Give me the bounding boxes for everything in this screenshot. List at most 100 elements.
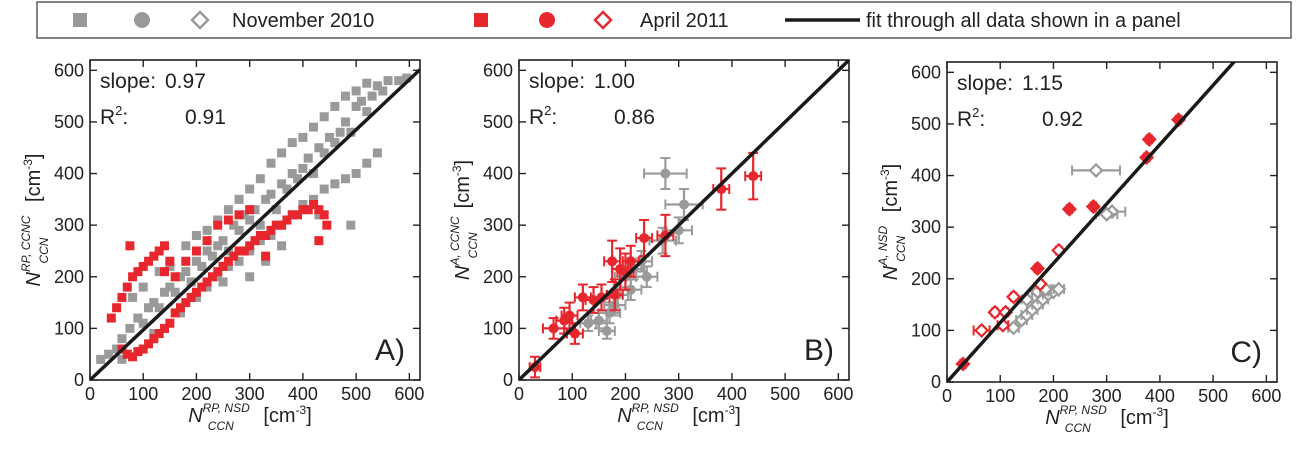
data-point [335,127,345,137]
data-point [309,169,319,179]
data-point [245,205,255,215]
data-point [271,220,281,230]
x-axis-title-unit: [cm [687,405,725,427]
data-point [218,261,228,271]
y-tick-label: 300 [483,215,513,235]
y-axis-title-unit: [cm [452,176,474,208]
y-tick-label: 400 [54,164,84,184]
data-point [202,277,212,287]
data-point [223,261,233,271]
x-axis-title-sup: RP, NSD [1060,403,1107,417]
r2-label: R2: [100,103,128,129]
data-point [974,322,990,338]
y-tick-label: 0 [503,370,513,390]
r2-label: R2: [529,103,557,129]
data-point [330,138,340,148]
data-point [340,174,350,184]
data-point [165,318,175,328]
slope-value: 1.00 [594,70,635,93]
data-point [149,298,159,308]
data-point [660,168,671,179]
data-point [128,292,138,302]
data-point [351,101,361,111]
x-axis-title-sub: CCN [637,419,663,433]
y-axis-title-unit: [cm [23,170,45,208]
x-axis-title-main: N [617,405,632,427]
data-point [149,329,159,339]
y-tick-label: 500 [483,112,513,132]
data-point [266,230,276,240]
data-point [309,122,319,132]
r2-value: 0.86 [614,106,655,129]
x-tick-label: 600 [823,384,853,404]
data-point [679,199,689,210]
legend-nov-square-marker [73,13,87,27]
y-tick-label: 300 [911,217,941,237]
data-point [207,251,217,261]
data-point [255,220,265,230]
data-point [181,267,191,277]
data-point [181,256,191,266]
data-point [356,96,366,106]
data-point [175,272,185,282]
data-point [325,132,335,142]
data-point [144,339,154,349]
x-axis-title-unit: [cm [1115,407,1153,429]
data-point [122,282,132,292]
data-point [261,194,271,204]
data-point [255,230,265,240]
x-tick-label: 400 [1145,386,1175,406]
y-tick-label: 400 [911,166,941,186]
data-point [314,205,324,215]
data-point [125,323,135,333]
data-point [229,251,239,261]
x-tick-label: 200 [181,384,211,404]
data-point [330,101,340,111]
r2-label-main: R [100,106,115,129]
data-point [609,289,620,300]
data-point [117,354,127,364]
y-axis-title-unit-exp: -3 [878,169,892,180]
data-point [234,210,244,220]
data-point [218,277,228,287]
data-point [202,236,212,246]
x-tick-label: 400 [717,384,747,404]
data-point [104,349,114,359]
y-tick-label: 500 [54,112,84,132]
data-layer [947,62,1236,382]
data-point [245,184,255,194]
y-tick-label: 0 [931,372,941,392]
data-point [250,205,260,215]
legend-fit-label: fit through all data shown in a panel [866,10,1181,32]
series-2 [106,200,332,362]
data-point [245,215,255,225]
panel-3: 0 100 200 300 400 500 600 0 100 200 300 400 500 600 sl… [876,61,1281,435]
r2-label-exp: 2 [544,103,551,118]
x-tick-label: 300 [1092,386,1122,406]
data-point [128,272,138,282]
x-axis-title-sup: RP, NSD [632,401,679,415]
y-tick-label: 100 [483,318,513,338]
data-point [287,169,297,179]
data-point [197,261,207,271]
x-tick-label: 100 [557,384,587,404]
y-axis-title-unit-exp: -3 [450,165,464,176]
data-point [186,277,196,287]
x-tick-label: 0 [85,384,95,404]
y-axis-title: NA, NSD CCN [cm-3] [876,164,908,280]
x-tick-label: 500 [341,384,371,404]
y-tick-label: 500 [911,114,941,134]
data-point [383,76,393,86]
data-layer [519,60,849,380]
y-axis-title-unit-end: ] [452,160,474,166]
data-point [255,174,265,184]
data-point [351,169,361,179]
r2-label-main: R [957,108,972,131]
data-point [303,205,313,215]
y-axis-title: NA, CCNC CCN [cm-3] [448,160,480,280]
data-point [213,267,223,277]
data-point [213,272,223,282]
data-point [319,112,329,122]
data-point [234,256,244,266]
